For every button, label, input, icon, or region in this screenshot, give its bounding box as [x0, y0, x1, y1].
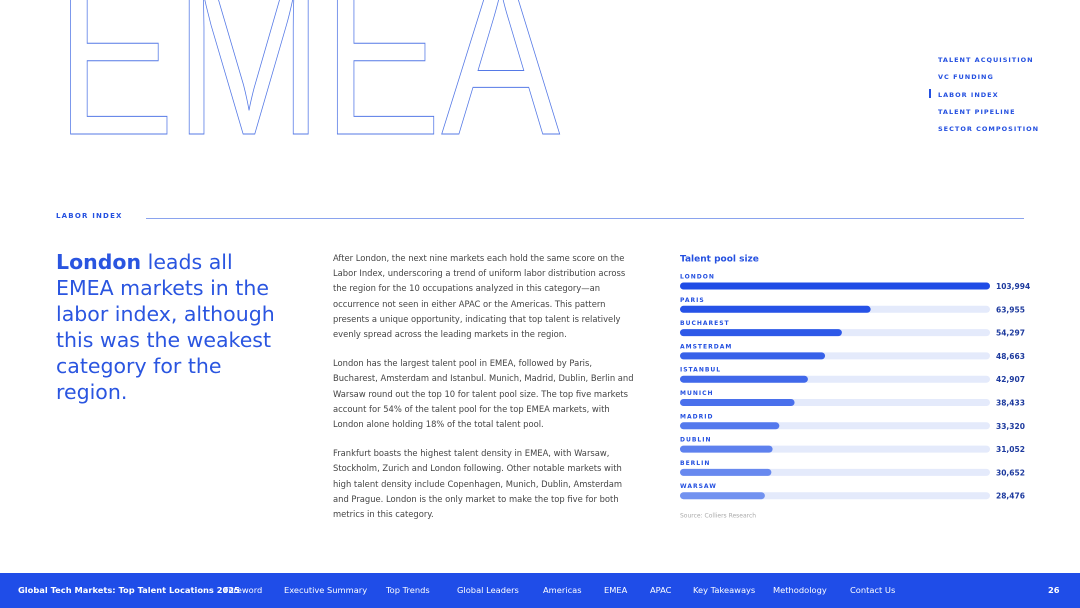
bar: [680, 305, 871, 313]
headline-text: leads all EMEA markets in the labor inde…: [56, 250, 275, 404]
footer-title: Global Tech Markets: Top Talent Location…: [18, 585, 240, 595]
footer-nav-item[interactable]: Americas: [543, 585, 582, 595]
value-label: 48,663: [996, 352, 1025, 361]
category-label: MADRID: [680, 413, 713, 420]
paragraph: London has the largest talent pool in EM…: [333, 358, 634, 430]
category-label: MUNICH: [680, 390, 714, 397]
value-label: 54,297: [996, 329, 1025, 338]
category-label: BERLIN: [680, 460, 710, 467]
chart-title: Talent pool size: [680, 255, 759, 265]
chart-source: Source: Colliers Research: [680, 513, 756, 520]
bar: [680, 399, 795, 406]
footer-nav-item[interactable]: Executive Summary: [284, 585, 368, 595]
bar: [680, 282, 990, 290]
side-nav-item[interactable]: TALENT PIPELINE: [938, 107, 1016, 116]
bar: [680, 352, 826, 360]
footer-nav-item[interactable]: APAC: [650, 585, 672, 595]
section-label: LABOR INDEX: [56, 212, 123, 220]
value-label: 31,052: [996, 445, 1025, 454]
footer-nav-item[interactable]: Top Trends: [386, 585, 430, 595]
side-nav-item[interactable]: LABOR INDEX: [938, 90, 999, 99]
side-nav-item[interactable]: SECTOR COMPOSITION: [938, 125, 1040, 134]
active-indicator: [929, 88, 931, 98]
hero-title: EMEA: [56, 0, 560, 150]
footer-nav-item[interactable]: EMEA: [604, 585, 628, 595]
category-label: PARIS: [680, 297, 705, 304]
bar: [680, 492, 765, 500]
value-label: 42,907: [996, 375, 1025, 384]
section-rule: [146, 218, 1024, 219]
value-label: 30,652: [996, 468, 1025, 477]
value-label: 38,433: [996, 399, 1025, 408]
value-label: 33,320: [996, 422, 1025, 431]
headline-emphasis: London: [56, 250, 142, 274]
page-number: 26: [1048, 585, 1060, 595]
category-label: AMSTERDAM: [680, 343, 732, 350]
value-label: 28,476: [996, 492, 1025, 501]
hero: EMEA: [56, 0, 561, 150]
paragraph: Frankfurt boasts the highest talent dens…: [333, 448, 623, 520]
value-label: 63,955: [996, 305, 1025, 314]
bar: [680, 445, 773, 453]
category-label: ISTANBUL: [680, 367, 721, 374]
bar: [680, 329, 842, 337]
bar: [680, 468, 772, 476]
bar: [680, 422, 780, 430]
footer: Global Tech Markets: Top Talent Location…: [0, 573, 1080, 608]
value-label: 103,994: [996, 282, 1030, 291]
paragraph: After London, the next nine markets each…: [333, 253, 626, 340]
footer-nav-item[interactable]: Key Takeaways: [693, 585, 756, 595]
bar: [680, 375, 808, 383]
footer-nav-item[interactable]: Contact Us: [850, 585, 896, 595]
category-label: BUCHAREST: [680, 320, 730, 327]
side-nav-item[interactable]: VC FUNDING: [938, 73, 994, 82]
footer-nav-item[interactable]: Global Leaders: [457, 585, 519, 595]
body: After London, the next nine markets each…: [333, 251, 638, 536]
category-label: LONDON: [680, 274, 715, 281]
side-nav-item[interactable]: TALENT ACQUISITION: [938, 56, 1034, 64]
category-label: WARSAW: [680, 483, 717, 490]
category-label: DUBLIN: [680, 437, 712, 444]
chart: Talent pool size Source: Colliers Resear…: [680, 255, 1030, 520]
footer-nav-item[interactable]: Methodology: [773, 585, 827, 595]
headline: London leads all EMEA markets in the lab…: [56, 249, 296, 405]
footer-nav-item[interactable]: Foreword: [224, 585, 263, 595]
